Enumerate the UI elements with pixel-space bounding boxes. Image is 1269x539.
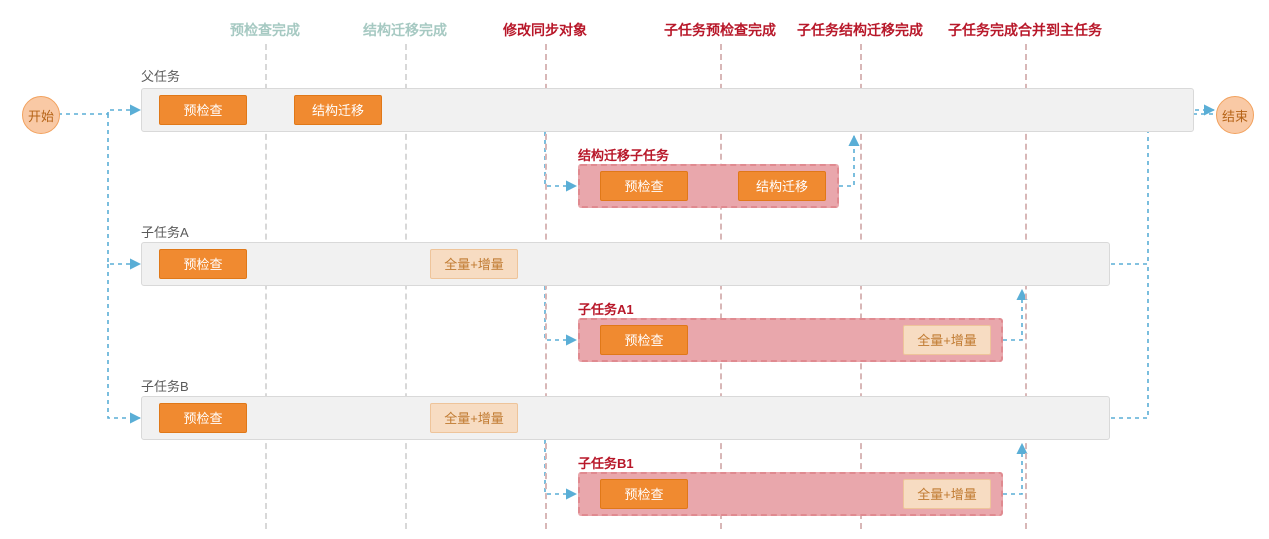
flow-line: [839, 136, 854, 186]
flow-line: [58, 110, 140, 114]
task-block: 结构迁移: [738, 171, 826, 201]
subtask-label: 结构迁移子任务: [578, 145, 669, 164]
lane-label: 父任务: [141, 66, 180, 85]
task-block: 预检查: [159, 95, 247, 125]
task-block: 预检查: [159, 403, 247, 433]
flow-line: [1111, 114, 1214, 264]
task-block: 全量+增量: [430, 249, 518, 279]
task-block: 结构迁移: [294, 95, 382, 125]
column-header: 子任务预检查完成: [664, 20, 776, 40]
flow-line: [1111, 264, 1148, 418]
flow-line: [545, 286, 576, 340]
subtask-label: 子任务B1: [578, 453, 634, 472]
flow-line: [108, 114, 140, 264]
lane-label: 子任务A: [141, 222, 189, 241]
column-header: 子任务完成合并到主任务: [948, 20, 1102, 40]
subtask-label: 子任务A1: [578, 299, 634, 318]
end-node: 结束: [1216, 96, 1254, 134]
task-block: 全量+增量: [903, 479, 991, 509]
column-header: 子任务结构迁移完成: [797, 20, 923, 40]
column-header: 修改同步对象: [503, 20, 587, 40]
task-block: 预检查: [159, 249, 247, 279]
task-block: 全量+增量: [430, 403, 518, 433]
flow-line: [1003, 444, 1022, 494]
flow-line: [545, 132, 576, 186]
task-block: 预检查: [600, 325, 688, 355]
flow-line: [108, 264, 140, 418]
lane-label: 子任务B: [141, 376, 189, 395]
lane-B: [141, 396, 1110, 440]
task-block: 全量+增量: [903, 325, 991, 355]
task-block: 预检查: [600, 479, 688, 509]
column-header: 结构迁移完成: [363, 20, 447, 40]
flow-line: [1003, 290, 1022, 340]
task-block: 预检查: [600, 171, 688, 201]
flow-line: [545, 440, 576, 494]
column-header: 预检查完成: [230, 20, 300, 40]
start-node: 开始: [22, 96, 60, 134]
lane-A: [141, 242, 1110, 286]
